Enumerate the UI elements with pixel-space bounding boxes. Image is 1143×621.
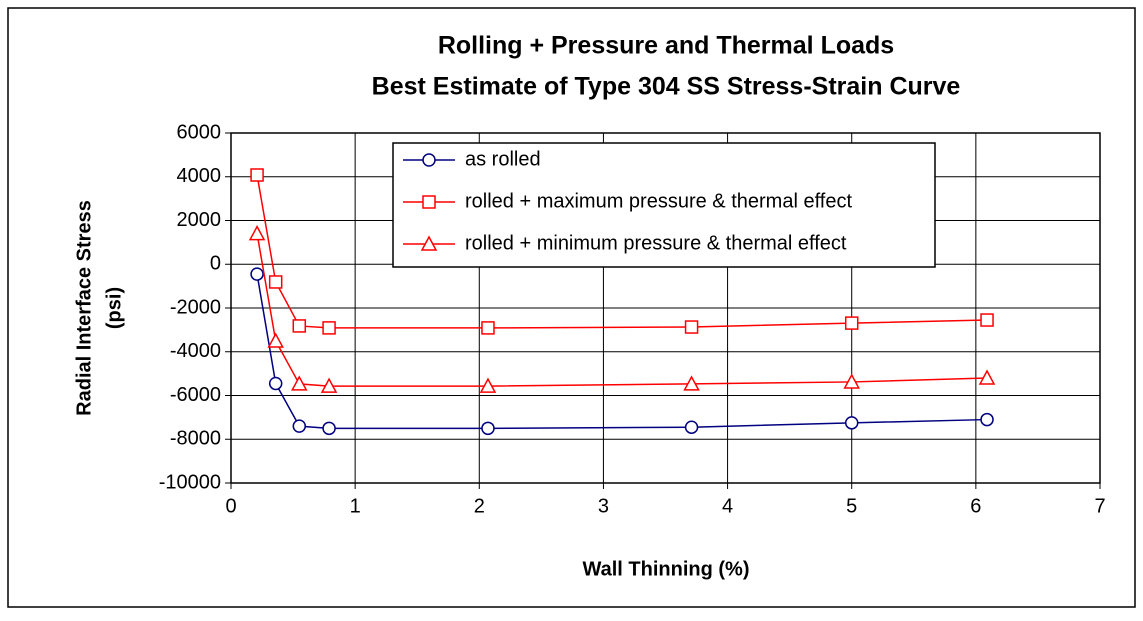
data-point: [980, 313, 994, 327]
data-point: [320, 377, 338, 393]
data-point: [292, 319, 307, 333]
data-point: [248, 225, 266, 241]
plot-area: [230, 132, 1101, 484]
x-tick-label: 7: [1094, 495, 1105, 517]
y-tick-label: -6000: [170, 384, 221, 406]
data-point: [292, 419, 307, 433]
legend-label: rolled + maximum pressure & thermal effe…: [465, 190, 852, 212]
data-point: [481, 421, 495, 436]
chart-subtitle: Best Estimate of Type 304 SS Stress-Stra…: [372, 73, 961, 101]
x-tick-label: 5: [846, 495, 857, 517]
y-tick-label: -4000: [170, 340, 221, 362]
y-tick-label: -2000: [170, 296, 221, 318]
legend-marker: [422, 195, 436, 209]
data-point: [268, 275, 283, 289]
x-tick-label: 1: [350, 495, 361, 517]
data-point: [844, 316, 859, 330]
data-point: [322, 321, 336, 335]
data-point: [268, 376, 283, 391]
data-point: [844, 416, 859, 430]
y-tick-label: 0: [210, 253, 221, 275]
y-tick-label: -10000: [159, 471, 221, 493]
data-point: [683, 375, 700, 391]
x-tick-label: 2: [474, 495, 485, 517]
legend-label: as rolled: [465, 148, 541, 170]
legend: [392, 142, 936, 268]
data-point: [250, 168, 264, 182]
data-point: [980, 412, 994, 427]
series-line: [256, 273, 988, 430]
y-tick-label: -8000: [170, 428, 221, 450]
legend-marker: [420, 235, 438, 251]
y-axis-label: Radial Interface Stress: [73, 200, 95, 416]
data-point: [322, 421, 336, 436]
data-point: [481, 321, 495, 335]
y-tick-label: 6000: [177, 121, 222, 143]
x-tick-label: 6: [970, 495, 981, 517]
y-tick-label: 4000: [177, 165, 222, 187]
legend-marker: [422, 153, 436, 167]
y-tick-label: 2000: [177, 209, 222, 231]
data-point: [479, 377, 497, 393]
data-point: [267, 332, 284, 348]
data-point: [843, 373, 860, 389]
data-point: [684, 320, 699, 334]
chart-title: Rolling + Pressure and Thermal Loads: [438, 32, 894, 60]
x-axis-label: Wall Thinning (%): [582, 558, 749, 580]
y-axis-label: (psi): [103, 287, 125, 329]
series-line: [256, 174, 988, 329]
data-point: [250, 267, 264, 281]
x-tick-label: 3: [598, 495, 609, 517]
data-point: [684, 420, 699, 434]
legend-label: rolled + minimum pressure & thermal effe…: [465, 232, 847, 254]
series-line: [256, 233, 988, 387]
data-point: [291, 375, 308, 391]
x-tick-label: 0: [225, 495, 236, 517]
x-tick-label: 4: [722, 495, 733, 517]
data-point: [978, 369, 996, 385]
